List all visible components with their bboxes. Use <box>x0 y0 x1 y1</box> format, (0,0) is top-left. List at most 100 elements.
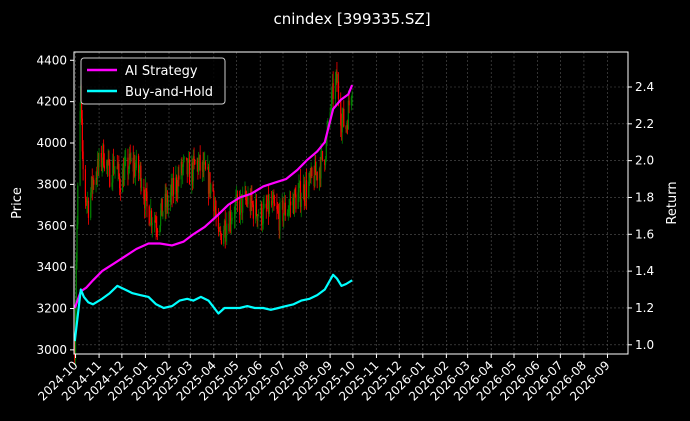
candle-body <box>74 345 76 361</box>
y-tick-label-left: 3600 <box>36 219 67 233</box>
candle-body <box>337 81 340 100</box>
candle-body <box>166 195 168 207</box>
candle-body <box>316 172 318 181</box>
candle-body <box>128 153 131 170</box>
candle-body <box>217 216 219 229</box>
series-line-buy-and-hold <box>73 273 353 342</box>
candle-body <box>102 144 104 163</box>
candle-body <box>91 176 93 189</box>
candle-body <box>182 158 185 167</box>
candle-body <box>255 198 257 219</box>
candle-body <box>271 198 273 206</box>
candle-body <box>318 168 321 181</box>
candle-body <box>331 92 333 111</box>
candle-body <box>337 81 339 83</box>
candle-body <box>87 200 90 218</box>
candle-body <box>186 158 188 175</box>
candle-body <box>245 199 248 201</box>
candle-body <box>154 220 156 222</box>
candle-body <box>167 202 169 208</box>
candle-body <box>315 172 318 176</box>
y-tick-label-left: 3000 <box>36 343 67 357</box>
candle-body <box>129 153 131 161</box>
candle-body <box>150 210 152 225</box>
candle-body <box>314 161 316 187</box>
candle-body <box>181 161 183 174</box>
candle-body <box>107 159 109 166</box>
candle-body <box>295 194 297 209</box>
candle-body <box>303 184 305 201</box>
candle-body <box>85 198 87 203</box>
candle-body <box>319 168 321 179</box>
candle-body <box>113 167 115 173</box>
candle-body <box>143 187 145 200</box>
candle-body <box>277 211 280 214</box>
candle-body <box>247 195 249 205</box>
candle-body <box>106 161 109 166</box>
candle-body <box>273 195 275 204</box>
candle-body <box>293 197 295 214</box>
candle-body <box>299 181 301 186</box>
candle-body <box>112 159 115 173</box>
candle-body <box>244 191 246 195</box>
candle-body <box>229 211 232 225</box>
candle-body <box>300 199 302 207</box>
candle-body <box>96 159 99 180</box>
candle-body <box>125 157 127 161</box>
candle-body <box>128 169 130 175</box>
candle-body <box>311 167 313 177</box>
candle-body <box>241 194 243 213</box>
candle-body <box>289 201 292 206</box>
candle-body <box>188 159 190 161</box>
candle-body <box>140 165 142 188</box>
y-tick-label-right: 2.4 <box>635 80 654 94</box>
candle-body <box>286 212 289 216</box>
candle-body <box>313 176 315 187</box>
legend: AI Strategy Buy-and-Hold <box>80 57 226 105</box>
candle-body <box>272 195 274 199</box>
y-tick-label-right: 1.0 <box>635 338 654 352</box>
candle-body <box>320 151 322 179</box>
candle-body <box>309 173 311 178</box>
candle-body <box>336 71 338 83</box>
candle-body <box>198 155 200 163</box>
legend-label-ai-strategy: AI Strategy <box>125 64 198 79</box>
candle-body <box>122 169 124 186</box>
candle-body <box>250 192 252 212</box>
candle-body <box>257 215 259 221</box>
candle-body <box>288 205 290 211</box>
candle-body <box>304 200 306 202</box>
candle-body <box>321 150 323 152</box>
candle-body <box>201 162 204 171</box>
candle-body <box>149 224 151 226</box>
candle-body <box>96 178 98 180</box>
candle-body <box>342 108 344 119</box>
candle-body <box>302 184 305 200</box>
candle-body <box>114 166 116 168</box>
candle-body <box>340 125 343 133</box>
candle-body <box>219 231 221 232</box>
candle-body <box>256 214 258 221</box>
candle-body <box>215 212 217 217</box>
x-axis: 2024-102024-112024-122025-012025-022025-… <box>35 354 613 404</box>
candle-body <box>81 118 83 152</box>
y-tick-label-left: 4400 <box>36 53 67 67</box>
candle-body <box>198 162 200 172</box>
candle-body <box>159 225 161 233</box>
left-y-axis: 3000 3200 3400 3600 3800 4000 4200 4400 <box>36 53 74 357</box>
candle-body <box>246 200 248 205</box>
candle-body <box>144 188 147 209</box>
candle-body <box>258 214 260 216</box>
candle-body <box>289 201 291 206</box>
candle-body <box>242 194 244 213</box>
candle-body <box>76 224 78 262</box>
candle-body <box>175 177 177 195</box>
candle-body <box>97 159 99 168</box>
candle-body <box>118 163 120 176</box>
candle-body <box>133 162 135 172</box>
candle-body <box>188 159 191 185</box>
candle-body <box>249 195 251 212</box>
candle-body <box>292 197 294 206</box>
y-tick-label-left: 4200 <box>36 95 67 109</box>
candle-body <box>305 180 308 198</box>
